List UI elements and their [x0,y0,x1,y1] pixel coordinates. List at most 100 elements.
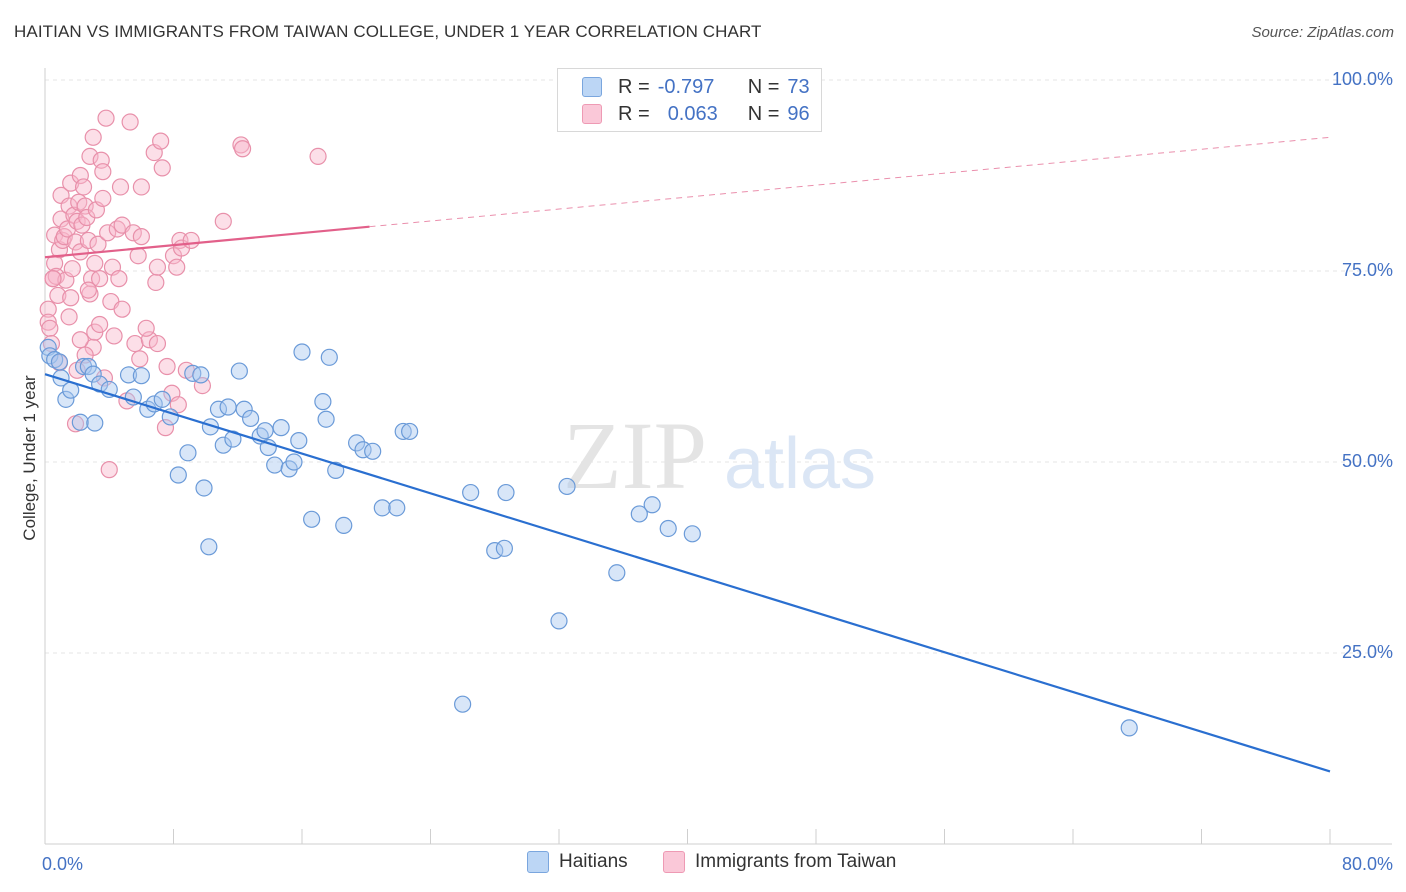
point-taiwan [47,267,65,285]
point-taiwan [50,241,69,259]
point-haitian [497,483,515,502]
point-taiwan [132,228,150,246]
point-haitian [320,348,338,366]
tick-labels: 25.0% 50.0% 75.0% 100.0% 0.0% 80.0% [42,69,1393,874]
point-haitian [235,400,253,418]
legend-r-value-haitians: -0.797 [657,75,715,98]
watermark-zip: ZIP [563,402,707,509]
point-taiwan [156,419,175,437]
point-taiwan [62,289,80,307]
point-haitian [153,390,171,408]
point-haitian [84,365,102,383]
point-taiwan [86,254,104,272]
legend-n-value-taiwan: 96 [787,102,810,125]
point-haitian [550,612,568,630]
legend-n-label: N = [747,75,780,98]
point-haitian [454,695,472,713]
point-haitian [1120,719,1138,737]
y-tick-label: 25.0% [1342,642,1393,662]
bottom-legend-label-haitians: Haitians [559,851,628,872]
chart-title: HAITIAN VS IMMIGRANTS FROM TAIWAN COLLEG… [14,22,762,41]
bottom-legend-haitians: Haitians [527,851,628,873]
point-taiwan [66,233,85,251]
legend-swatch-haitians [582,77,602,97]
point-haitian [50,353,69,371]
point-haitian [401,422,419,441]
trend-lines [44,136,1331,773]
series-taiwan-points [39,109,327,479]
point-taiwan [105,327,123,345]
point-haitian [242,409,260,428]
point-taiwan [148,258,167,276]
point-taiwan [49,286,67,305]
point-taiwan [100,461,118,479]
point-taiwan [152,132,170,150]
point-haitian [643,496,661,514]
point-taiwan [148,334,167,353]
point-haitian [266,456,284,474]
point-haitian [630,505,648,523]
axes [44,68,1392,845]
point-taiwan [193,377,212,395]
trend-line-haitians [44,373,1331,773]
legend-row-taiwan: R = 0.063 N = 96 [582,101,810,127]
point-taiwan [168,258,186,276]
point-haitian [364,442,382,460]
legend: R = -0.797 N = 73 R = 0.063 N = 96 [557,68,822,132]
watermark: ZIP atlas [563,402,876,509]
bottom-legend-swatch-taiwan [663,851,685,873]
watermark-atlas: atlas [724,424,876,504]
point-haitian [200,538,218,556]
point-haitian [394,422,412,441]
point-haitian [659,519,677,538]
point-taiwan [132,178,150,196]
point-haitian [683,525,701,543]
y-tick-label: 50.0% [1342,451,1393,471]
point-taiwan [94,163,112,181]
point-haitian [214,436,232,454]
point-taiwan [233,140,252,158]
x-tick-label-min: 0.0% [42,854,83,874]
point-haitian [462,483,480,502]
point-taiwan [44,270,62,288]
point-taiwan [111,178,130,196]
y-tick-label: 75.0% [1342,260,1393,280]
legend-r-label: R = [618,102,650,125]
series-haitians-points [39,338,1138,737]
point-haitian [169,466,187,484]
point-taiwan [97,109,115,127]
point-haitian [195,479,213,497]
point-taiwan [158,357,176,376]
legend-r-label: R = [618,75,650,98]
point-haitian [290,432,308,450]
point-taiwan [79,231,97,250]
point-taiwan [169,396,187,414]
y-tick-label: 100.0% [1332,69,1393,89]
point-taiwan [91,315,109,334]
point-taiwan [81,147,99,165]
x-tick-label-max: 80.0% [1342,854,1393,874]
point-taiwan [63,260,81,278]
point-taiwan [84,128,102,146]
point-taiwan [79,281,97,299]
point-haitian [285,453,303,471]
point-haitian [86,414,104,432]
point-haitian [179,444,197,462]
point-haitian [57,390,75,408]
trend-line-taiwan [44,225,370,259]
point-haitian [119,366,138,384]
point-haitian [71,413,89,431]
point-haitian [224,430,242,448]
point-haitian [132,367,150,385]
point-haitian [272,419,290,437]
point-taiwan [214,212,232,230]
point-haitian [256,422,274,440]
point-taiwan [74,178,93,196]
point-taiwan [126,334,144,353]
point-taiwan [137,319,155,337]
legend-n-label: N = [747,102,780,125]
point-haitian [230,362,248,380]
point-taiwan [121,113,139,131]
bottom-legend-taiwan: Immigrants from Taiwan [663,851,896,873]
